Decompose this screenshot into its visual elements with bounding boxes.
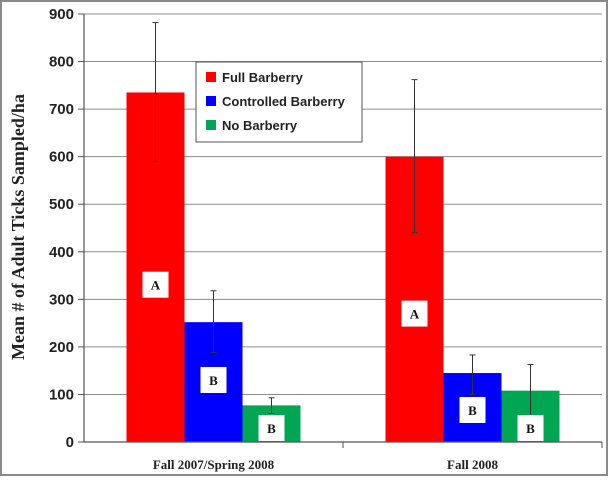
letter-box <box>459 397 486 423</box>
significance-letter: A <box>410 307 420 322</box>
significance-letter: B <box>267 421 276 436</box>
y-tick-label: 700 <box>49 101 74 118</box>
letter-box <box>401 300 428 327</box>
legend-swatch <box>206 72 216 82</box>
x-category-label: Fall 2008 <box>447 457 498 472</box>
y-axis-title: Mean # of Adult Ticks Sampled/ha <box>8 94 28 360</box>
y-tick-label: 500 <box>49 196 74 213</box>
legend-swatch <box>206 96 216 106</box>
legend-label: Full Barberry <box>222 70 304 85</box>
y-tick-label: 800 <box>49 54 74 71</box>
letter-box <box>200 367 227 393</box>
y-tick-label: 600 <box>49 149 74 166</box>
significance-letter: B <box>468 403 477 418</box>
axes <box>78 13 603 448</box>
significance-letter: A <box>151 278 161 293</box>
y-tick-label: 300 <box>49 291 74 308</box>
significance-letters: A B B A B B <box>142 271 544 441</box>
y-tick-label: 400 <box>49 244 74 261</box>
y-tick-label: 900 <box>49 6 74 23</box>
letter-box <box>258 415 285 441</box>
legend: Full Barberry Controlled Barberry No Barbe… <box>195 61 363 143</box>
x-category-labels: Fall 2007/Spring 2008 Fall 2008 <box>153 457 499 472</box>
y-tick-label: 100 <box>49 386 74 403</box>
letter-box <box>517 415 544 441</box>
y-tick-labels: 0 100 200 300 400 500 600 700 800 900 <box>49 6 74 451</box>
significance-letter: B <box>526 421 535 436</box>
legend-box <box>195 61 363 143</box>
y-tick-label: 0 <box>66 434 74 451</box>
significance-letter: B <box>209 373 218 388</box>
x-category-label: Fall 2007/Spring 2008 <box>153 457 275 472</box>
y-tick-label: 200 <box>49 339 74 356</box>
bars <box>126 92 560 442</box>
legend-swatch <box>206 120 216 130</box>
legend-label: Controlled Barberry <box>222 94 346 109</box>
letter-box <box>142 271 169 298</box>
legend-label: No Barberry <box>222 118 298 133</box>
